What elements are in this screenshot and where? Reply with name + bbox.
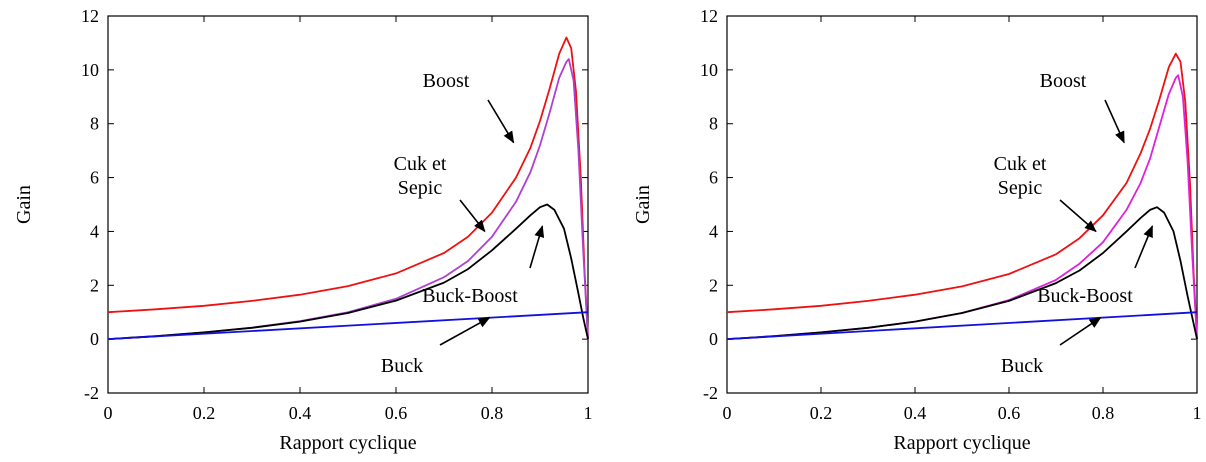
plot-frame — [726, 15, 1198, 394]
annotation-arrow-buck — [1059, 316, 1102, 346]
x-tick-label: 1 — [1193, 403, 1202, 423]
series-line-buck — [107, 311, 589, 340]
x-tick-label: 0.4 — [289, 403, 312, 423]
annotation-arrow-buck-boost — [529, 225, 545, 269]
annotation-cuk-sepic: Cuk et Sepic — [994, 153, 1047, 199]
x-tick-label: 0.8 — [481, 403, 504, 423]
x-tick-label: 0.6 — [998, 403, 1021, 423]
annotation-cuk-sepic: Cuk et Sepic — [394, 153, 447, 199]
y-tick-label: 0 — [709, 329, 718, 349]
series-line-buck-boost — [107, 203, 589, 340]
annotation-buck-boost: Buck-Boost — [422, 285, 518, 307]
x-tick-label: 0 — [723, 403, 732, 423]
y-tick-label: 12 — [700, 6, 718, 26]
annotation-arrow-buck — [439, 316, 491, 346]
annotation-arrow-cuk-sepic — [459, 199, 486, 233]
annotation-arrow-boost — [1104, 99, 1125, 144]
annotation-arrow-cuk-sepic — [1059, 199, 1097, 233]
y-tick-label: 10 — [81, 60, 99, 80]
y-tick-label: 4 — [90, 221, 99, 241]
plot-frame — [107, 15, 589, 394]
series-line-boost — [726, 52, 1198, 340]
x-tick-label: 0.8 — [1092, 403, 1115, 423]
x-tick-label: 0 — [104, 403, 113, 423]
y-tick-label: -2 — [703, 383, 718, 403]
y-tick-label: 12 — [81, 6, 99, 26]
x-tick-label: 0.6 — [385, 403, 408, 423]
series-line-buck-boost — [726, 206, 1198, 340]
y-axis-title: Gain — [13, 185, 35, 224]
annotation-boost: Boost — [423, 70, 470, 92]
annotation-buck: Buck — [381, 355, 423, 377]
y-tick-label: 2 — [709, 275, 718, 295]
annotation-buck-boost: Buck-Boost — [1037, 285, 1133, 307]
y-tick-label: 8 — [709, 114, 718, 134]
y-tick-label: 6 — [709, 168, 718, 188]
x-axis-title: Rapport cyclique — [893, 432, 1030, 454]
y-tick-label: 0 — [90, 329, 99, 349]
x-tick-label: 1 — [584, 403, 593, 423]
y-tick-label: 4 — [709, 221, 718, 241]
x-tick-label: 0.2 — [810, 403, 833, 423]
x-tick-label: 0.2 — [193, 403, 216, 423]
annotation-arrow-buck-boost — [1134, 225, 1154, 269]
annotation-arrow-boost — [487, 99, 515, 144]
y-tick-label: 6 — [90, 168, 99, 188]
annotation-buck: Buck — [1001, 355, 1043, 377]
annotation-boost: Boost — [1040, 70, 1087, 92]
y-tick-label: -2 — [84, 383, 99, 403]
y-tick-label: 8 — [90, 114, 99, 134]
x-tick-label: 0.4 — [904, 403, 927, 423]
y-axis-title: Gain — [632, 185, 654, 224]
series-line-buck — [726, 311, 1198, 340]
x-axis-title: Rapport cyclique — [279, 432, 416, 454]
y-tick-label: 2 — [90, 275, 99, 295]
series-line-boost — [107, 36, 589, 340]
y-tick-label: 10 — [700, 60, 718, 80]
